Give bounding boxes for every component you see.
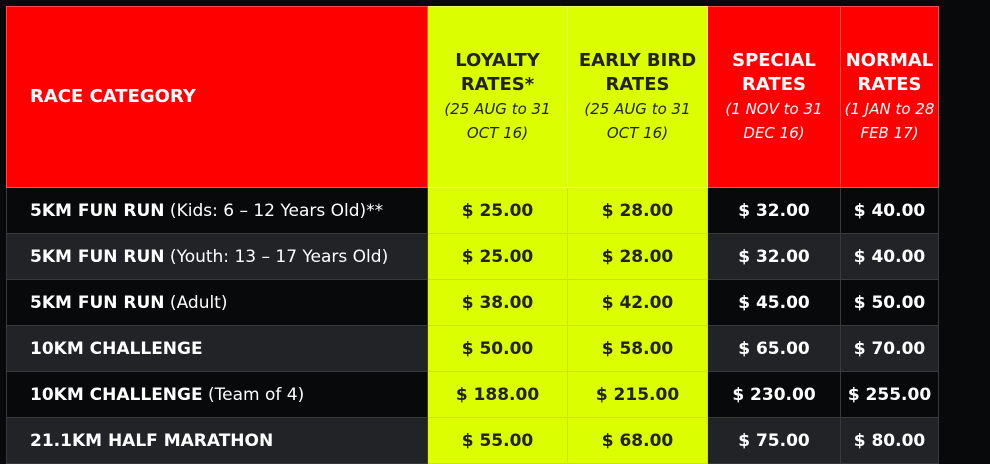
category-note: (Team of 4) <box>202 384 305 405</box>
category-name: 5KM FUN RUN <box>30 246 165 267</box>
early-bird-rate-cell: $ 68.00 <box>567 417 708 464</box>
header-row: RACE CATEGORY LOYALTY RATES* (25 AUG to 3… <box>6 6 939 188</box>
header-date-range: (1 JAN to 28 FEB 17) <box>844 100 935 142</box>
normal-rate-cell: $ 40.00 <box>840 233 939 280</box>
table-row: 21.1KM HALF MARATHON $ 55.00 $ 68.00 $ 75.0… <box>6 417 939 464</box>
header-race-category: RACE CATEGORY <box>6 6 428 188</box>
loyalty-rate-cell: $ 38.00 <box>427 279 568 326</box>
header-title: SPECIAL RATES <box>732 50 816 95</box>
normal-rate-cell: $ 255.00 <box>840 371 939 418</box>
table-row: 10KM CHALLENGE $ 50.00 $ 58.00 $ 65.00 $ 70.… <box>6 325 939 372</box>
normal-rate-cell: $ 50.00 <box>840 279 939 326</box>
table-row: 10KM CHALLENGE (Team of 4) $ 188.00 $ 215.… <box>6 371 939 418</box>
header-title: EARLY BIRD RATES <box>578 50 697 95</box>
category-name: 10KM CHALLENGE <box>30 338 203 359</box>
special-rate-cell: $ 230.00 <box>707 371 841 418</box>
category-note: (Kids: 6 – 12 Years Old)** <box>164 200 384 221</box>
table-row: 5KM FUN RUN (Adult) $ 38.00 $ 42.00 $ 45.00… <box>6 279 939 326</box>
header-title: RACE CATEGORY <box>30 86 196 107</box>
normal-rate-cell: $ 80.00 <box>840 417 939 464</box>
loyalty-rate-cell: $ 50.00 <box>427 325 568 372</box>
header-early-bird-rates: EARLY BIRD RATES (25 AUG to 31 OCT 16) <box>567 6 708 188</box>
header-date-range: (25 AUG to 31 OCT 16) <box>444 100 551 142</box>
loyalty-rate-cell: $ 25.00 <box>427 187 568 234</box>
header-loyalty-rates: LOYALTY RATES* (25 AUG to 31 OCT 16) <box>427 6 568 188</box>
header-special-rates: SPECIAL RATES (1 NOV to 31 DEC 16) <box>707 6 841 188</box>
special-rate-cell: $ 45.00 <box>707 279 841 326</box>
early-bird-rate-cell: $ 215.00 <box>567 371 708 418</box>
race-category-cell: 21.1KM HALF MARATHON <box>6 417 428 464</box>
category-note: (Adult) <box>164 292 228 313</box>
race-rates-table: RACE CATEGORY LOYALTY RATES* (25 AUG to 3… <box>6 6 939 464</box>
category-name: 21.1KM HALF MARATHON <box>30 430 274 451</box>
early-bird-rate-cell: $ 28.00 <box>567 187 708 234</box>
header-date-range: (1 NOV to 31 DEC 16) <box>725 100 823 142</box>
race-category-cell: 5KM FUN RUN (Adult) <box>6 279 428 326</box>
normal-rate-cell: $ 70.00 <box>840 325 939 372</box>
category-name: 5KM FUN RUN <box>30 292 165 313</box>
table-row: 5KM FUN RUN (Kids: 6 – 12 Years Old)** $ … <box>6 187 939 234</box>
header-title: LOYALTY RATES* <box>455 50 540 95</box>
category-name: 5KM FUN RUN <box>30 200 165 221</box>
special-rate-cell: $ 65.00 <box>707 325 841 372</box>
loyalty-rate-cell: $ 188.00 <box>427 371 568 418</box>
normal-rate-cell: $ 40.00 <box>840 187 939 234</box>
category-note: (Youth: 13 – 17 Years Old) <box>164 246 389 267</box>
category-name: 10KM CHALLENGE <box>30 384 203 405</box>
header-title: NORMAL RATES <box>845 50 934 95</box>
loyalty-rate-cell: $ 55.00 <box>427 417 568 464</box>
race-category-cell: 10KM CHALLENGE <box>6 325 428 372</box>
early-bird-rate-cell: $ 28.00 <box>567 233 708 280</box>
race-category-cell: 5KM FUN RUN (Kids: 6 – 12 Years Old)** <box>6 187 428 234</box>
loyalty-rate-cell: $ 25.00 <box>427 233 568 280</box>
header-date-range: (25 AUG to 31 OCT 16) <box>584 100 691 142</box>
special-rate-cell: $ 32.00 <box>707 187 841 234</box>
early-bird-rate-cell: $ 42.00 <box>567 279 708 326</box>
early-bird-rate-cell: $ 58.00 <box>567 325 708 372</box>
race-category-cell: 5KM FUN RUN (Youth: 13 – 17 Years Old) <box>6 233 428 280</box>
special-rate-cell: $ 75.00 <box>707 417 841 464</box>
table-row: 5KM FUN RUN (Youth: 13 – 17 Years Old) $ … <box>6 233 939 280</box>
race-category-cell: 10KM CHALLENGE (Team of 4) <box>6 371 428 418</box>
special-rate-cell: $ 32.00 <box>707 233 841 280</box>
header-normal-rates: NORMAL RATES (1 JAN to 28 FEB 17) <box>840 6 939 188</box>
